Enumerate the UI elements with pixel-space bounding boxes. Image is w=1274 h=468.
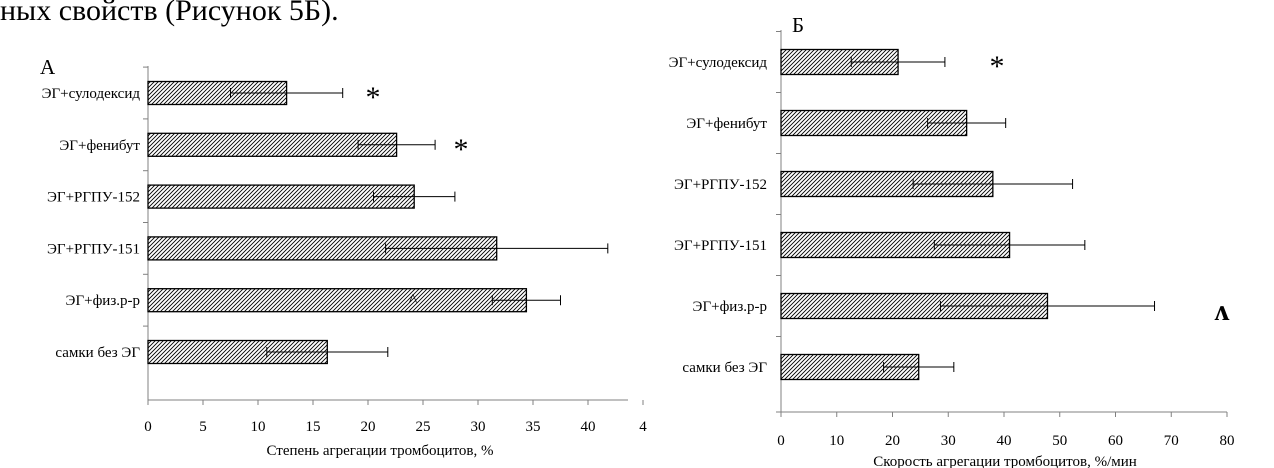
category-label: ЭГ+РГПУ-151 [674,238,767,254]
x-tick-label: 40 [581,419,596,435]
x-tick-label: 70 [1164,433,1179,449]
category-label: ЭГ+РГПУ-151 [47,241,140,257]
header-text: ных свойств (Рисунок 5Б). [0,0,339,27]
category-label: самки без ЭГ [682,360,767,376]
category-label: ЭГ+сулодексид [42,86,141,102]
x-axis-title: Степень агрегации тромбоцитов, % [267,443,494,459]
significance-marker: ^ [409,290,418,310]
x-axis-title: Скорость агрегации тромбоцитов, %/мин [873,454,1137,468]
x-tick-label: 0 [777,433,785,449]
panel-label: Б [792,13,804,37]
category-label: ЭГ+фенибут [59,138,140,154]
chart-panel-a: А 0 5 10 15 20 25 30 35 40 4 Степень агрегации тром… [40,55,647,459]
chart-panel-b: Б 0 10 20 30 40 50 60 70 80 Скорость агрегации тро… [669,13,1235,468]
x-tick-label: 20 [885,433,900,449]
panel-label: А [40,55,56,79]
x-tick-label: 5 [199,419,207,435]
x-tick-label: 30 [471,419,486,435]
category-label: ЭГ+физ.р-р [693,299,767,315]
x-tick-label: 40 [997,433,1012,449]
category-label: ЭГ+сулодексид [669,55,768,71]
x-tick-label: 20 [361,419,376,435]
x-tick-label: 10 [829,433,844,449]
category-label: ЭГ+фенибут [686,116,767,132]
x-tick-label: 25 [416,419,431,435]
x-tick-label: 15 [306,419,321,435]
x-tick-label: 30 [941,433,956,449]
category-label: ЭГ+РГПУ-152 [47,190,140,206]
significance-marker: * [366,81,381,114]
x-tick-label: 80 [1220,433,1235,449]
x-tick-label: 4 [639,419,647,435]
significance-marker: * [990,50,1005,83]
category-label: ЭГ+РГПУ-152 [674,177,767,193]
bar [147,288,528,313]
significance-marker: ʌ [1215,294,1230,327]
x-tick-label: 35 [526,419,541,435]
x-tick-label: 50 [1052,433,1067,449]
significance-marker: * [454,133,469,166]
category-label: ЭГ+физ.р-р [66,293,140,309]
x-tick-label: 0 [144,419,152,435]
category-label: самки без ЭГ [55,345,140,361]
x-tick-label: 60 [1108,433,1123,449]
x-tick-label: 10 [251,419,266,435]
